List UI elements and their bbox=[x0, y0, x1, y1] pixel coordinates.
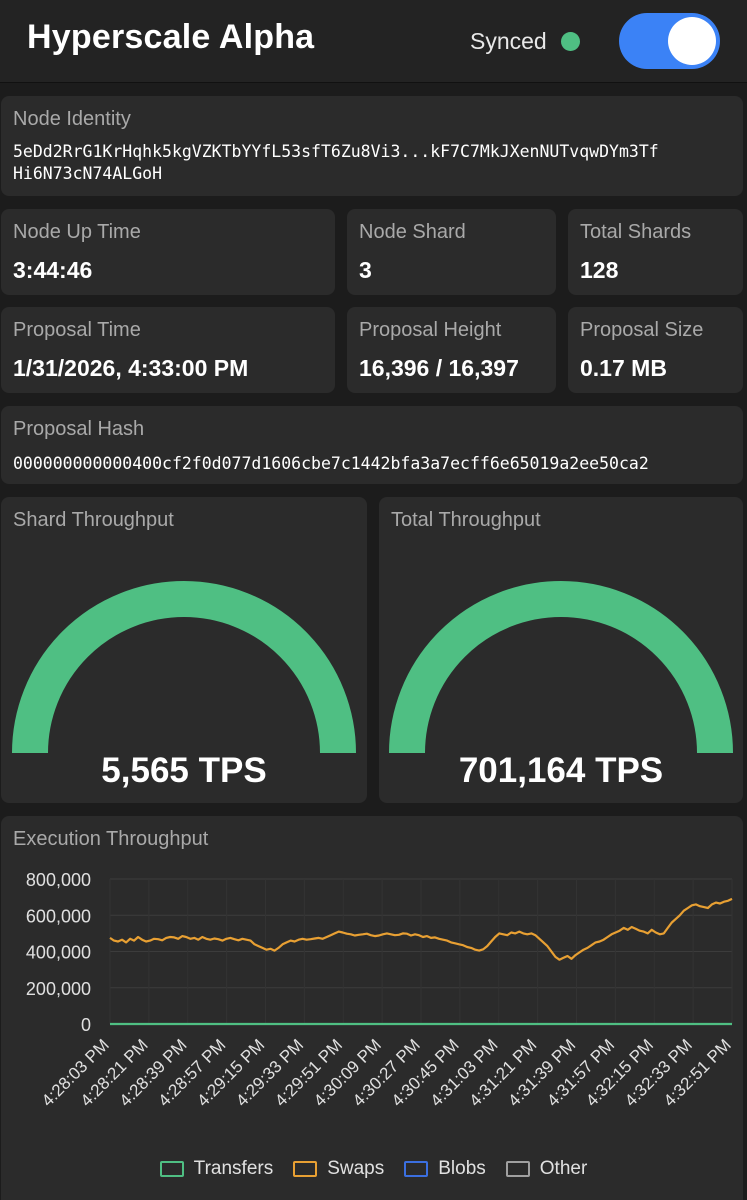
legend-label: Other bbox=[539, 1158, 588, 1179]
legend-swatch-icon bbox=[159, 1161, 184, 1177]
legend-item-blobs[interactable]: Blobs bbox=[404, 1158, 486, 1180]
legend-swatch-icon bbox=[404, 1161, 429, 1177]
node-up-time-label: Node Up Time bbox=[13, 221, 141, 243]
proposal-height-card: Proposal Height 16,396 / 16,397 bbox=[347, 307, 556, 393]
proposal-hash-value: 000000000000400cf2f0d077d1606cbe7c1442bf… bbox=[13, 454, 649, 473]
legend-swatch-icon bbox=[505, 1161, 530, 1177]
execution-throughput-card: Execution Throughput bbox=[1, 816, 743, 1200]
node-shard-value: 3 bbox=[359, 257, 372, 283]
legend-label: Blobs bbox=[438, 1158, 486, 1179]
node-identity-value-line2: Hi6N73cN74ALGoH bbox=[13, 164, 163, 183]
shard-throughput-gauge-arc bbox=[12, 581, 356, 754]
total-shards-value: 128 bbox=[580, 257, 619, 283]
total-throughput-label: Total Throughput bbox=[391, 509, 541, 531]
app-title: Hyperscale Alpha bbox=[27, 18, 315, 56]
total-throughput-gauge bbox=[389, 581, 733, 754]
proposal-time-card: Proposal Time 1/31/2026, 4:33:00 PM bbox=[1, 307, 335, 393]
proposal-height-label: Proposal Height bbox=[359, 319, 502, 341]
node-up-time-value: 3:44:46 bbox=[13, 257, 93, 283]
sync-status-dot-icon bbox=[561, 32, 580, 51]
total-throughput-value: 701,164 TPS bbox=[458, 751, 664, 790]
sync-status-label: Synced bbox=[470, 28, 547, 54]
node-identity-card: Node Identity 5eDd2RrG1KrHqhk5kgVZKTbYYf… bbox=[1, 96, 743, 196]
node-identity-label: Node Identity bbox=[13, 108, 131, 130]
shard-throughput-card: Shard Throughput 5,565 TPS bbox=[1, 497, 367, 803]
total-shards-card: Total Shards 128 bbox=[568, 209, 743, 295]
shard-throughput-gauge bbox=[12, 581, 356, 754]
total-throughput-card: Total Throughput 701,164 TPS bbox=[379, 497, 743, 803]
total-throughput-gauge-arc bbox=[389, 581, 733, 754]
shard-throughput-value: 5,565 TPS bbox=[101, 751, 267, 790]
sync-toggle[interactable] bbox=[619, 13, 720, 69]
shard-throughput-label: Shard Throughput bbox=[13, 509, 174, 531]
legend-swatch-icon bbox=[293, 1161, 318, 1177]
proposal-time-value: 1/31/2026, 4:33:00 PM bbox=[13, 355, 249, 381]
legend-label: Swaps bbox=[327, 1158, 385, 1179]
legend-item-swaps[interactable]: Swaps bbox=[293, 1158, 384, 1180]
execution-throughput-title: Execution Throughput bbox=[13, 828, 209, 850]
chart-legend: Transfers Swaps Blobs Other bbox=[0, 1156, 747, 1182]
proposal-size-card: Proposal Size 0.17 MB bbox=[568, 307, 743, 393]
proposal-size-value: 0.17 MB bbox=[580, 355, 667, 381]
legend-item-transfers[interactable]: Transfers bbox=[159, 1158, 274, 1180]
node-shard-card: Node Shard 3 bbox=[347, 209, 556, 295]
node-up-time-card: Node Up Time 3:44:46 bbox=[1, 209, 335, 295]
toggle-knob[interactable] bbox=[668, 17, 716, 65]
proposal-time-label: Proposal Time bbox=[13, 319, 141, 341]
node-shard-label: Node Shard bbox=[359, 221, 466, 243]
legend-label: Transfers bbox=[193, 1158, 274, 1179]
proposal-size-label: Proposal Size bbox=[580, 319, 704, 341]
proposal-height-value: 16,396 / 16,397 bbox=[359, 355, 519, 381]
node-identity-value-line1: 5eDd2RrG1KrHqhk5kgVZKTbYYfL53sfT6Zu8Vi3.… bbox=[13, 142, 659, 161]
proposal-hash-label: Proposal Hash bbox=[13, 418, 145, 440]
proposal-hash-card: Proposal Hash 000000000000400cf2f0d077d1… bbox=[1, 406, 743, 484]
app-header: Hyperscale Alpha Synced bbox=[0, 0, 747, 83]
total-shards-label: Total Shards bbox=[580, 221, 692, 243]
legend-item-other[interactable]: Other bbox=[505, 1158, 588, 1180]
